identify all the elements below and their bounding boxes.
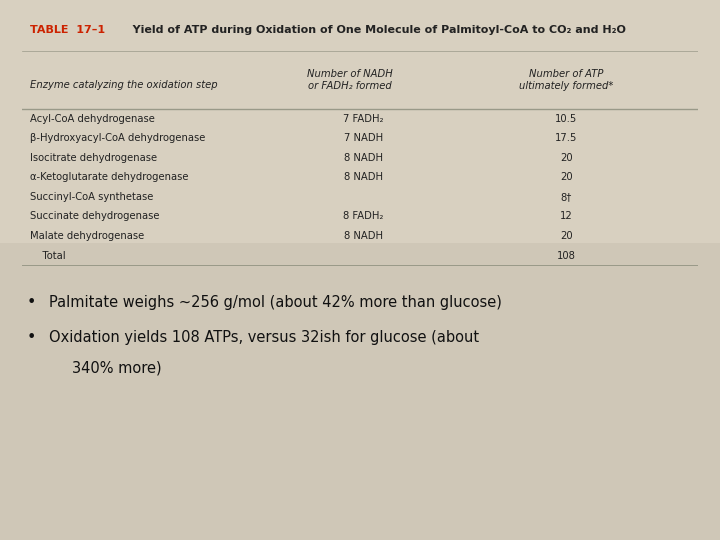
Text: 10.5: 10.5 [555, 114, 577, 124]
Text: Malate dehydrogenase: Malate dehydrogenase [30, 231, 144, 241]
Text: Succinate dehydrogenase: Succinate dehydrogenase [30, 212, 159, 221]
Bar [0, 243, 720, 540]
Text: Palmitate weighs ~256 g/mol (about 42% more than glucose): Palmitate weighs ~256 g/mol (about 42% m… [49, 295, 502, 309]
Text: Oxidation yields 108 ATPs, versus 32ish for glucose (about: Oxidation yields 108 ATPs, versus 32ish … [49, 330, 480, 345]
Text: 340% more): 340% more) [72, 361, 161, 376]
Text: Yield of ATP during Oxidation of One Molecule of Palmitoyl-CoA to CO₂ and H₂O: Yield of ATP during Oxidation of One Mol… [121, 25, 626, 35]
Text: 7 NADH: 7 NADH [344, 133, 383, 143]
Text: TABLE  17–1: TABLE 17–1 [30, 25, 105, 35]
Text: 20: 20 [560, 172, 572, 183]
Text: Number of NADH
or FADH₂ formed: Number of NADH or FADH₂ formed [307, 69, 392, 91]
Text: •: • [27, 330, 36, 345]
Text: Number of ATP
ultimately formed*: Number of ATP ultimately formed* [519, 69, 613, 91]
Text: 8†: 8† [561, 192, 572, 202]
Text: 12: 12 [560, 212, 573, 221]
Text: Succinyl-CoA synthetase: Succinyl-CoA synthetase [30, 192, 153, 202]
Text: •: • [27, 295, 36, 309]
Text: Isocitrate dehydrogenase: Isocitrate dehydrogenase [30, 153, 157, 163]
Text: 8 NADH: 8 NADH [344, 153, 383, 163]
Text: 8 FADH₂: 8 FADH₂ [343, 212, 384, 221]
Text: 20: 20 [560, 153, 572, 163]
Text: α-Ketoglutarate dehydrogenase: α-Ketoglutarate dehydrogenase [30, 172, 188, 183]
Text: 8 NADH: 8 NADH [344, 172, 383, 183]
Text: 108: 108 [557, 251, 576, 260]
Text: Enzyme catalyzing the oxidation step: Enzyme catalyzing the oxidation step [30, 80, 217, 90]
Text: 20: 20 [560, 231, 572, 241]
Text: 7 FADH₂: 7 FADH₂ [343, 114, 384, 124]
Text: β-Hydroxyacyl-CoA dehydrogenase: β-Hydroxyacyl-CoA dehydrogenase [30, 133, 205, 143]
Text: 8 NADH: 8 NADH [344, 231, 383, 241]
Text: Acyl-CoA dehydrogenase: Acyl-CoA dehydrogenase [30, 114, 155, 124]
Text: Total: Total [30, 251, 66, 260]
Text: 17.5: 17.5 [555, 133, 577, 143]
